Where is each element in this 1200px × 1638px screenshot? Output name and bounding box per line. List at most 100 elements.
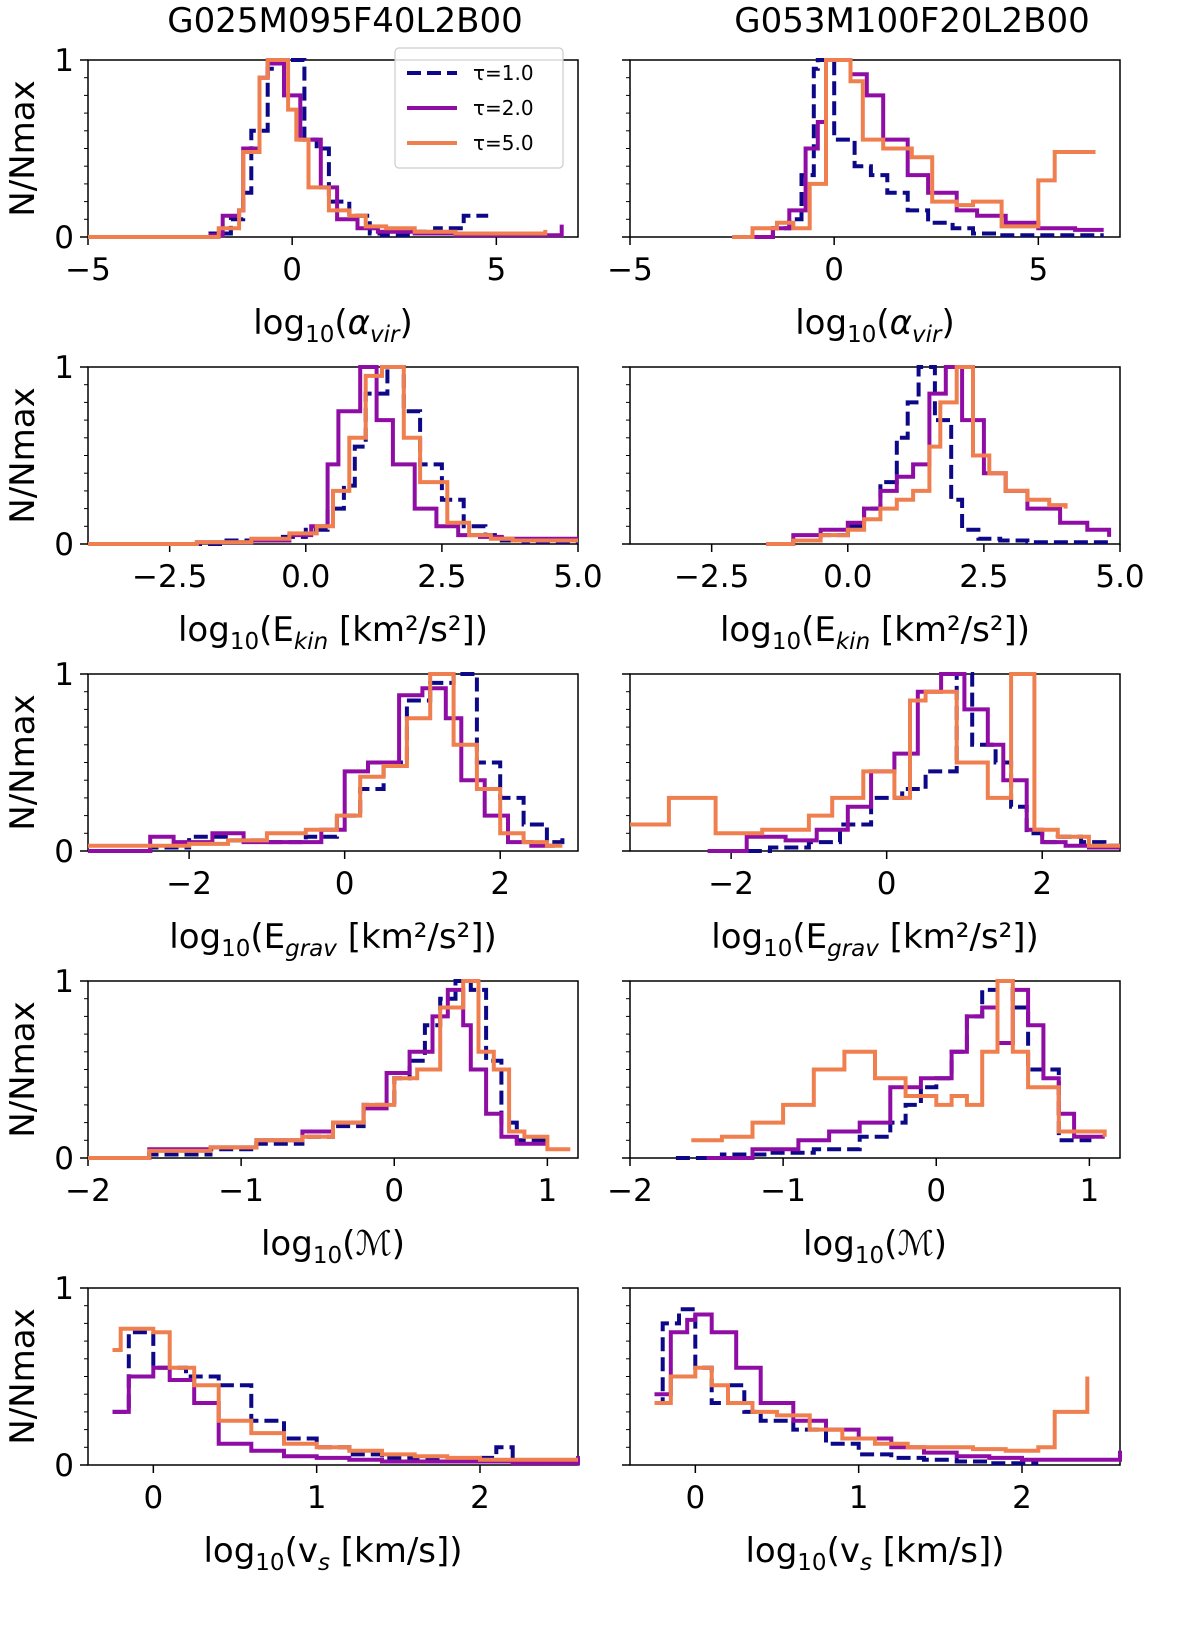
- x-axis-label: log10(vs [km/s]): [203, 1531, 462, 1576]
- x-axis-label-mid: (v: [285, 1531, 318, 1571]
- x-axis-label-symsub: grav: [827, 936, 879, 962]
- x-tick-label: 0: [335, 866, 355, 902]
- x-axis-label-pre: log: [745, 1531, 797, 1571]
- column-title-left: G025M095F40L2B00: [167, 1, 522, 41]
- series-line-tau-3: [732, 58, 1096, 239]
- y-tick-label: 1: [54, 350, 74, 386]
- y-tick-label: 0: [54, 1141, 74, 1177]
- x-axis-label-post: [km²/s²]): [879, 917, 1039, 957]
- series-line-tau-1: [752, 58, 1104, 239]
- x-axis-label-pre: log: [803, 1224, 855, 1264]
- series-line-tau-3: [112, 1326, 578, 1462]
- x-axis-label-sub: 10: [221, 936, 250, 962]
- x-axis-label-symsub: kin: [294, 629, 328, 655]
- x-tick-label: 2: [470, 1480, 490, 1516]
- x-tick-label: −2.5: [674, 559, 749, 595]
- x-axis-label-post: ): [392, 1224, 405, 1264]
- x-tick-label: 1: [307, 1480, 327, 1516]
- series-line-tau-3: [88, 672, 563, 848]
- x-tick-label: 0: [824, 252, 844, 288]
- y-tick-label: 1: [54, 1271, 74, 1307]
- x-tick-label: 2.5: [959, 559, 1008, 595]
- x-axis-label-post: ): [934, 1224, 947, 1264]
- panels-group: 01−5 0 5N/Nmaxlog10(αvir)τ=1.0τ=2.0τ=5.0−5…: [3, 43, 1145, 1576]
- x-tick-label: −5: [65, 252, 111, 288]
- panel-row1-right: −5 0 5 log10(αvir): [607, 58, 1121, 348]
- legend: τ=1.0 τ=2.0 τ=5.0: [394, 47, 564, 169]
- x-tick-label: −2.5: [132, 559, 207, 595]
- x-axis-label-symsub: s: [860, 1550, 872, 1576]
- x-axis-label-sym: ℳ: [355, 1224, 391, 1264]
- x-tick-label: 0: [282, 252, 302, 288]
- legend-label-tau-1: τ=1.0: [473, 61, 534, 85]
- x-tick-label: 0: [384, 1173, 404, 1209]
- series-line-tau-3: [630, 672, 1120, 848]
- x-tick-label: 0.0: [823, 559, 872, 595]
- x-axis-label: log10(Egrav [km²/s²]): [169, 917, 496, 962]
- series-line-tau-1: [112, 1330, 580, 1466]
- x-axis-label-sym: ℳ: [897, 1224, 933, 1264]
- x-axis-label: log10(Ekin [km²/s²]): [720, 610, 1030, 655]
- x-axis-label-pre: log: [261, 1224, 313, 1264]
- x-axis-label-mid: (E: [801, 610, 836, 650]
- x-axis-label-mid: (E: [250, 917, 285, 957]
- x-tick-label: 5.0: [553, 559, 602, 595]
- panel-row4-left: 0 1 −2 −1 0 1 N/Nmax log10(ℳ): [3, 964, 579, 1269]
- series-line-tau-2: [766, 365, 1112, 546]
- x-axis-label-sub: 10: [763, 936, 792, 962]
- plot-frame: [87, 673, 579, 852]
- x-axis-label-post: [km/s]): [330, 1531, 463, 1571]
- y-axis-label: N/Nmax: [3, 387, 43, 523]
- x-axis-label-sub: 10: [313, 1243, 342, 1269]
- x-axis-label: log10(ℳ): [261, 1224, 405, 1269]
- x-tick-label: 0: [926, 1173, 946, 1209]
- x-axis-label: log10(αvir): [795, 303, 955, 348]
- x-axis-label-pre: log: [795, 303, 847, 343]
- x-tick-label: 5: [1028, 252, 1048, 288]
- y-tick-label: 0: [54, 834, 74, 870]
- legend-label-tau-2: τ=2.0: [473, 96, 534, 120]
- x-axis-label-symsub: grav: [285, 936, 337, 962]
- series-line-tau-3: [691, 979, 1107, 1143]
- x-tick-label: 2: [490, 866, 510, 902]
- x-tick-label: −2: [65, 1173, 111, 1209]
- x-axis-label-post: ): [400, 303, 413, 343]
- y-axis-label: N/Nmax: [3, 1308, 43, 1444]
- x-axis-label-pre: log: [720, 610, 772, 650]
- x-tick-label: 2: [1012, 1480, 1032, 1516]
- x-axis-label-post: [km²/s²]): [870, 610, 1030, 650]
- x-tick-label: −1: [760, 1173, 806, 1209]
- y-tick-label: 0: [54, 1448, 74, 1484]
- y-axis-label: N/Nmax: [3, 80, 43, 216]
- plot-frame: [629, 59, 1121, 238]
- plot-frame: [629, 673, 1121, 852]
- panel-row4-right: −2 −1 0 1 log10(ℳ): [607, 979, 1121, 1269]
- legend-frame: [394, 47, 564, 169]
- series-line-tau-3: [766, 365, 1068, 546]
- x-tick-label: 5.0: [1095, 559, 1144, 595]
- x-tick-label: −2: [607, 1173, 653, 1209]
- x-axis-label-post: [km²/s²]): [328, 610, 488, 650]
- x-axis-label-mid: (E: [259, 610, 294, 650]
- x-axis-label-mid: (E: [792, 917, 827, 957]
- panel-row5-left: 0 10 1 2 N/Nmax log10(vs [km/s]): [3, 1271, 580, 1576]
- x-axis-label: log10(Ekin [km²/s²]): [178, 610, 488, 655]
- x-axis-label-sub: 10: [855, 1243, 884, 1269]
- x-axis-label-mid: (: [876, 303, 889, 343]
- x-axis-label-pre: log: [711, 917, 763, 957]
- series-line-tau-2: [654, 1312, 1122, 1462]
- x-tick-label: 1: [538, 1173, 558, 1209]
- x-axis-label-sub: 10: [255, 1550, 284, 1576]
- x-axis-label-mid: (: [342, 1224, 355, 1264]
- x-tick-label: −2: [708, 866, 754, 902]
- x-axis-label-pre: log: [169, 917, 221, 957]
- series-line-tau-3: [88, 365, 578, 546]
- panel-row3-right: −2 0 2 log10(Egrav [km²/s²]): [622, 672, 1121, 962]
- x-axis-label: log10(vs [km/s]): [745, 1531, 1004, 1576]
- y-tick-label: 1: [54, 964, 74, 1000]
- x-tick-label: 0.0: [281, 559, 330, 595]
- y-tick-label: 0: [54, 220, 74, 256]
- x-tick-label: −5: [607, 252, 653, 288]
- x-axis-label-mid: (: [884, 1224, 897, 1264]
